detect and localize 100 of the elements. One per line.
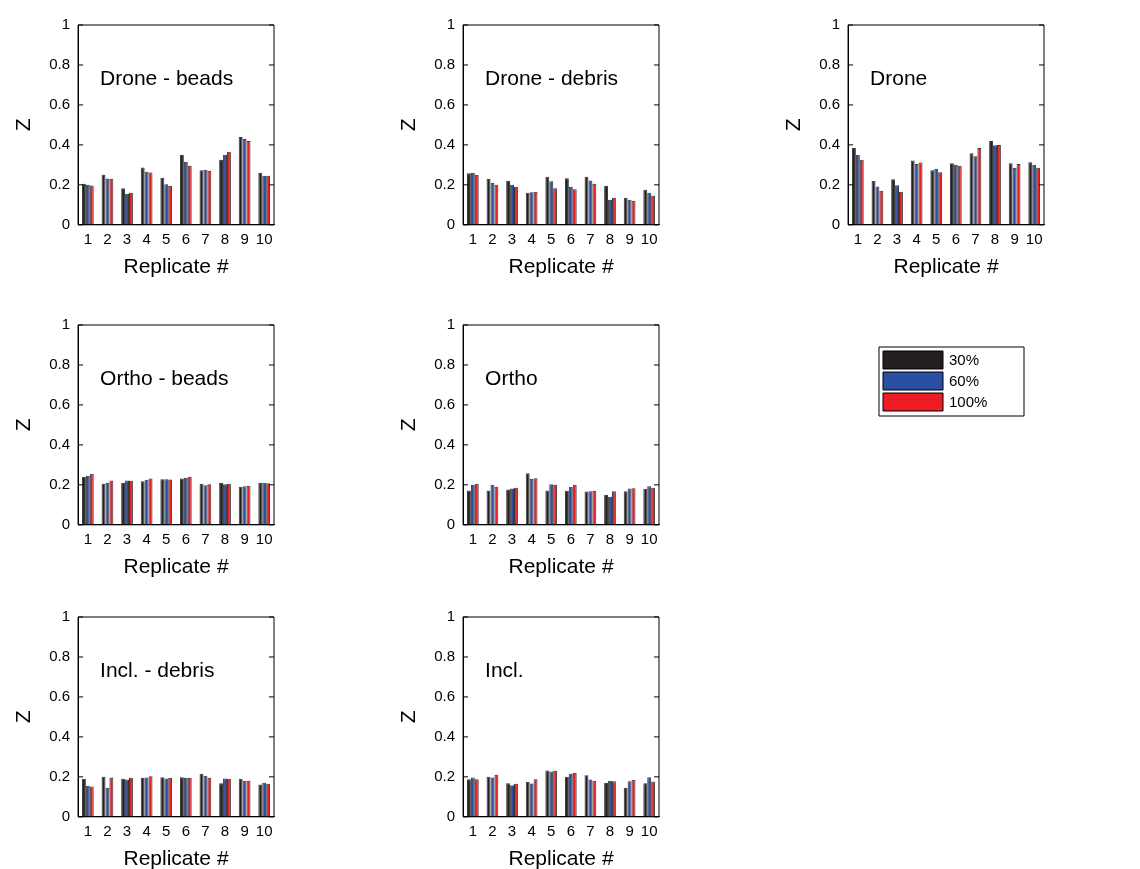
y-tick-label: 0.6 [819, 95, 841, 113]
x-tick-label: 4 [142, 229, 151, 247]
y-tick-label: 0.8 [49, 55, 71, 73]
y-tick-label: 0 [61, 806, 71, 824]
x-tick-label: 8 [990, 229, 1000, 247]
x-tick-label: 10 [255, 821, 273, 839]
x-tick-label: 4 [912, 229, 921, 247]
text: Drone - beads [100, 65, 234, 89]
x-tick-label: 2 [873, 229, 882, 247]
legend-label: 30% [949, 350, 980, 368]
y-tick-label: 0 [61, 514, 71, 532]
y-tick-label: 0.6 [49, 687, 71, 705]
y-tick-label: 0.8 [49, 355, 71, 373]
x-tick-label: 5 [547, 529, 556, 547]
x-tick-label: 1 [468, 529, 478, 547]
x-tick-label: 6 [566, 229, 575, 247]
x-tick-label: 2 [103, 529, 112, 547]
y-axis-title: Z [396, 418, 420, 432]
y-tick-label: 0.8 [49, 647, 71, 665]
x-tick-label: 2 [488, 821, 497, 839]
x-tick-label: 4 [527, 229, 536, 247]
x-tick-label: 1 [83, 229, 93, 247]
y-axis-title: Z [781, 118, 805, 132]
x-tick-label: 5 [547, 821, 556, 839]
x-tick-label: 6 [181, 821, 190, 839]
x-tick-label: 6 [951, 229, 960, 247]
x-tick-label: 7 [201, 229, 210, 247]
y-tick-label: 0.2 [434, 474, 456, 492]
y-tick-label: 0.8 [819, 55, 841, 73]
y-tick-label: 0.6 [434, 687, 456, 705]
x-axis-title: Replicate # [893, 254, 999, 278]
x-axis-title: Replicate # [508, 846, 614, 869]
y-tick-label: 0.2 [49, 174, 71, 192]
x-tick-label: 10 [1025, 229, 1043, 247]
x-axis-title: Replicate # [123, 254, 229, 278]
x-tick-label: 3 [507, 529, 517, 547]
x-tick-label: 8 [220, 821, 230, 839]
x-tick-label: 4 [142, 821, 151, 839]
y-tick-label: 1 [446, 607, 456, 625]
text: Drone - debris [485, 65, 619, 89]
y-tick-label: 0.2 [49, 474, 71, 492]
y-tick-label: 0 [446, 214, 456, 232]
x-tick-label: 9 [625, 229, 634, 247]
text: Ortho [485, 365, 538, 389]
x-tick-label: 8 [605, 529, 615, 547]
x-tick-label: 4 [142, 529, 151, 547]
y-tick-label: 0.8 [434, 55, 456, 73]
x-tick-label: 7 [586, 529, 595, 547]
y-tick-label: 0.4 [49, 727, 71, 745]
x-tick-label: 7 [586, 229, 595, 247]
x-tick-label: 10 [640, 229, 658, 247]
x-tick-label: 1 [83, 821, 93, 839]
x-tick-label: 6 [181, 229, 190, 247]
x-tick-label: 3 [122, 229, 132, 247]
y-tick-label: 0.6 [434, 395, 456, 413]
x-tick-label: 3 [892, 229, 902, 247]
legend-label: 60% [949, 371, 980, 389]
legend-label: 100% [949, 392, 988, 410]
x-tick-label: 8 [220, 529, 230, 547]
x-tick-label: 10 [640, 821, 658, 839]
y-tick-label: 0.8 [434, 355, 456, 373]
x-tick-label: 1 [468, 229, 478, 247]
y-tick-label: 0.4 [434, 727, 456, 745]
x-tick-label: 7 [971, 229, 980, 247]
x-tick-label: 7 [201, 821, 210, 839]
x-tick-label: 4 [527, 821, 536, 839]
x-tick-label: 8 [605, 821, 615, 839]
x-tick-label: 10 [255, 229, 273, 247]
y-tick-label: 0.2 [434, 766, 456, 784]
x-tick-label: 8 [605, 229, 615, 247]
y-tick-label: 0.4 [49, 135, 71, 153]
x-tick-label: 8 [220, 229, 230, 247]
y-tick-label: 0.6 [49, 95, 71, 113]
x-tick-label: 3 [122, 529, 132, 547]
y-tick-label: 1 [831, 15, 841, 33]
y-tick-label: 1 [446, 315, 456, 333]
x-tick-label: 9 [625, 529, 634, 547]
x-axis-title: Replicate # [123, 554, 229, 578]
x-tick-label: 9 [625, 821, 634, 839]
y-axis-title: Z [11, 710, 35, 724]
y-tick-label: 1 [446, 15, 456, 33]
y-tick-label: 0.4 [49, 435, 71, 453]
x-tick-label: 3 [507, 821, 517, 839]
y-tick-label: 0.2 [819, 174, 841, 192]
x-tick-label: 2 [488, 529, 497, 547]
y-tick-label: 0.8 [434, 647, 456, 665]
y-tick-label: 1 [61, 15, 71, 33]
x-axis-title: Replicate # [123, 846, 229, 869]
y-tick-label: 0 [61, 214, 71, 232]
x-tick-label: 10 [640, 529, 658, 547]
x-axis-title: Replicate # [508, 254, 614, 278]
x-tick-label: 6 [566, 821, 575, 839]
y-tick-label: 0.2 [434, 174, 456, 192]
x-tick-label: 5 [162, 229, 171, 247]
x-tick-label: 10 [255, 529, 273, 547]
y-tick-label: 0 [831, 214, 841, 232]
y-axis-title: Z [11, 118, 35, 132]
y-axis-title: Z [396, 118, 420, 132]
y-axis-title: Z [11, 418, 35, 432]
y-axis-title: Z [396, 710, 420, 724]
